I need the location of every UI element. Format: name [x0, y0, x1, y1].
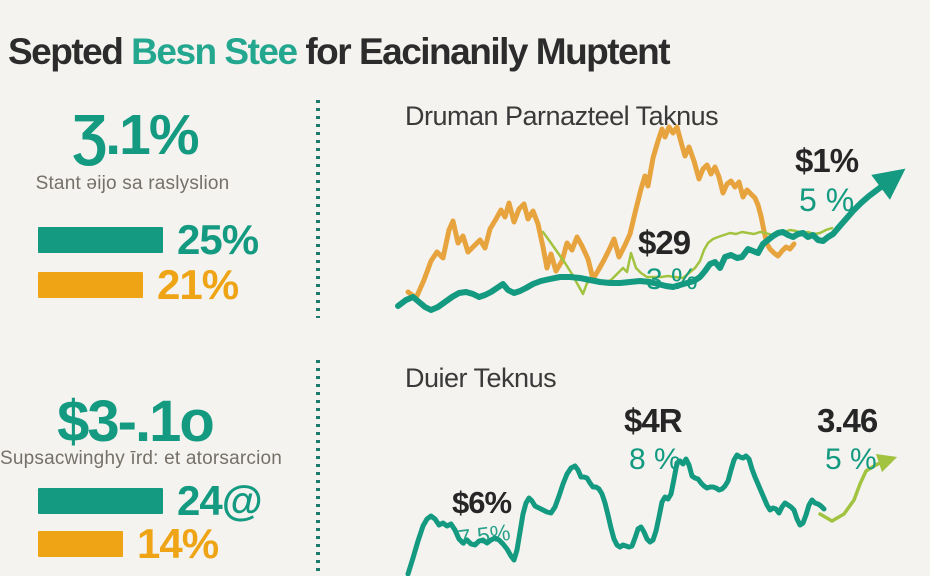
annotation-value: 3.46 — [817, 402, 878, 439]
annotation-sub: 5 % — [799, 182, 855, 218]
bar-row: 25% — [38, 216, 259, 263]
chart-1-annotation-mid: $29 3 % — [638, 226, 698, 295]
chart-2-heading: Duier Teknus — [405, 363, 557, 393]
bar-teal — [38, 227, 163, 253]
bar-row: 21% — [38, 261, 239, 308]
chart1-orange-line — [405, 124, 797, 301]
annotation-value: $1% — [795, 142, 859, 179]
chart-2-annotation-end: 3.46 5 % — [817, 402, 878, 476]
title-part1: Septed — [8, 30, 132, 72]
page-title: Septed Besn Stee for Eacinanily Muptent — [8, 31, 928, 73]
annotation-sub: 7.5% — [456, 518, 512, 552]
title-highlight: Besn Stee — [131, 30, 298, 72]
chart-2-annotation-left: $6% 7.5% — [452, 485, 512, 552]
chart-2-annotation-mid: $4R 8 % — [624, 402, 683, 476]
annotation-sub: 8 % — [629, 443, 681, 476]
bar-label: 14% — [137, 520, 219, 567]
chart-1-heading: Druman Parnazteel Taknus — [405, 101, 719, 131]
annotation-value: $4R — [624, 402, 683, 439]
stat-value-2: $3-.1o — [57, 389, 215, 454]
chart-1-annotation-end: $1% 5 % — [795, 142, 859, 218]
annotation-sub: 3 % — [646, 263, 698, 296]
bar-orange — [38, 531, 123, 557]
stat-value-1: Ʒ.1% — [72, 103, 199, 167]
annotation-sub: 5 % — [825, 443, 877, 476]
stat-caption-1: Stant əijo sa raslyslion — [35, 173, 230, 194]
annotation-value: $6% — [452, 485, 512, 520]
bar-orange — [38, 272, 143, 298]
title-part2: for Eacinanily Muptent — [296, 30, 670, 72]
bar-label: 24@ — [177, 477, 263, 524]
bar-row: 14% — [38, 520, 219, 567]
bar-row: 24@ — [38, 477, 263, 524]
dotted-divider-bottom — [316, 360, 320, 576]
bar-label: 21% — [157, 261, 239, 308]
bar-label: 25% — [177, 216, 259, 263]
stat-caption-2: Supsacwinghy īrd: et atorsarcion — [0, 448, 283, 469]
bar-teal — [38, 488, 163, 514]
annotation-value: $29 — [638, 224, 691, 261]
dotted-divider-top — [316, 100, 320, 318]
